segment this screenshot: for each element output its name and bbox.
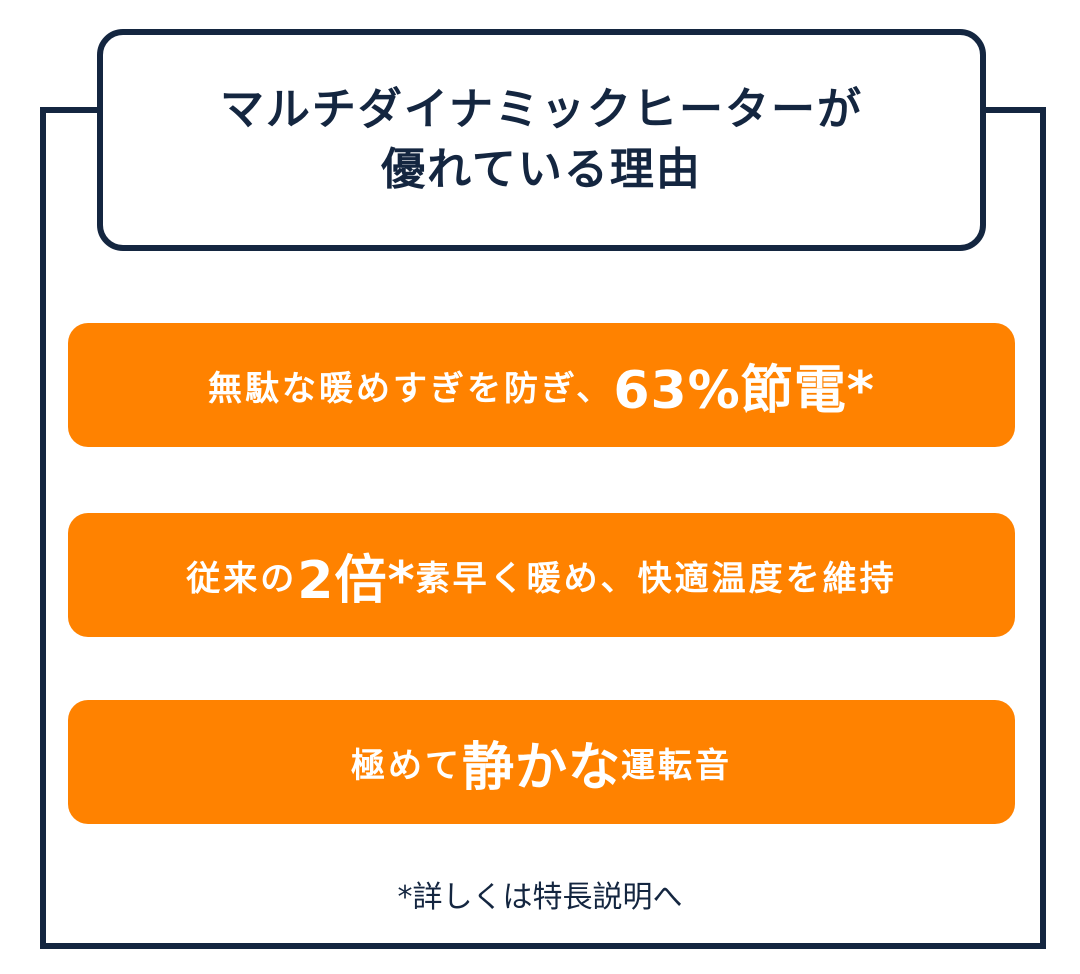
reason-text: 無駄な暖めすぎを防ぎ、 <box>208 368 614 409</box>
frame-divider <box>980 107 1040 113</box>
title-line-2: 優れている理由 <box>381 144 702 195</box>
footnote: *詳しくは特長説明へ <box>397 880 683 915</box>
title-line-1: マルチダイナミックヒーターが <box>219 84 864 135</box>
reason-band-energy: 無駄な暖めすぎを防ぎ、 63%節電* <box>68 323 1015 447</box>
reason-text: 素早く暖め、快適温度を維持 <box>415 558 897 599</box>
title-box: マルチダイナミックヒーターが 優れている理由 <box>97 29 986 251</box>
reason-text: 従来の <box>186 558 298 599</box>
frame-divider <box>40 107 102 113</box>
outer-frame <box>40 107 1046 949</box>
reason-text: 極めて <box>350 745 462 786</box>
reason-text: 運転音 <box>621 745 732 786</box>
reason-band-quiet: 極めて 静かな 運転音 <box>68 700 1015 824</box>
reason-highlight: 63%節電* <box>613 360 875 421</box>
reason-highlight: 2倍* <box>297 550 416 611</box>
reason-band-speed: 従来の 2倍* 素早く暖め、快適温度を維持 <box>68 513 1015 637</box>
reason-highlight: 静かな <box>461 737 621 798</box>
